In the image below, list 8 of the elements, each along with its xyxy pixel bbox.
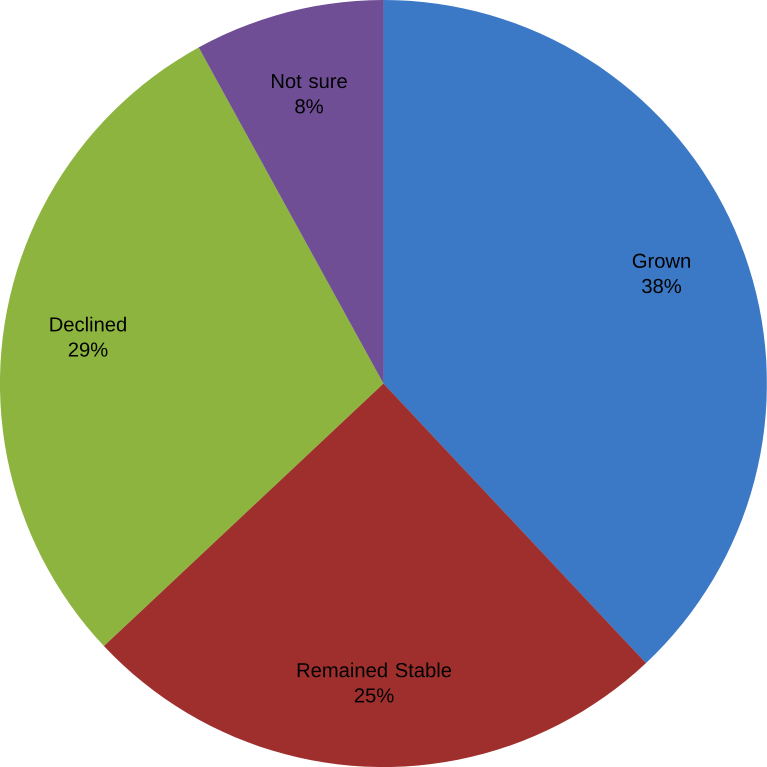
data-label: 29% (68, 342, 108, 357)
slice-label: Declined (50, 316, 126, 332)
slice-label: Not sure (272, 74, 347, 88)
data-label: 25% (354, 688, 394, 703)
data-label: 8% (295, 99, 323, 114)
slice-label: Grown (632, 254, 690, 268)
data-label: 38% (642, 278, 682, 294)
slice-label: Remained Stable (298, 662, 452, 678)
